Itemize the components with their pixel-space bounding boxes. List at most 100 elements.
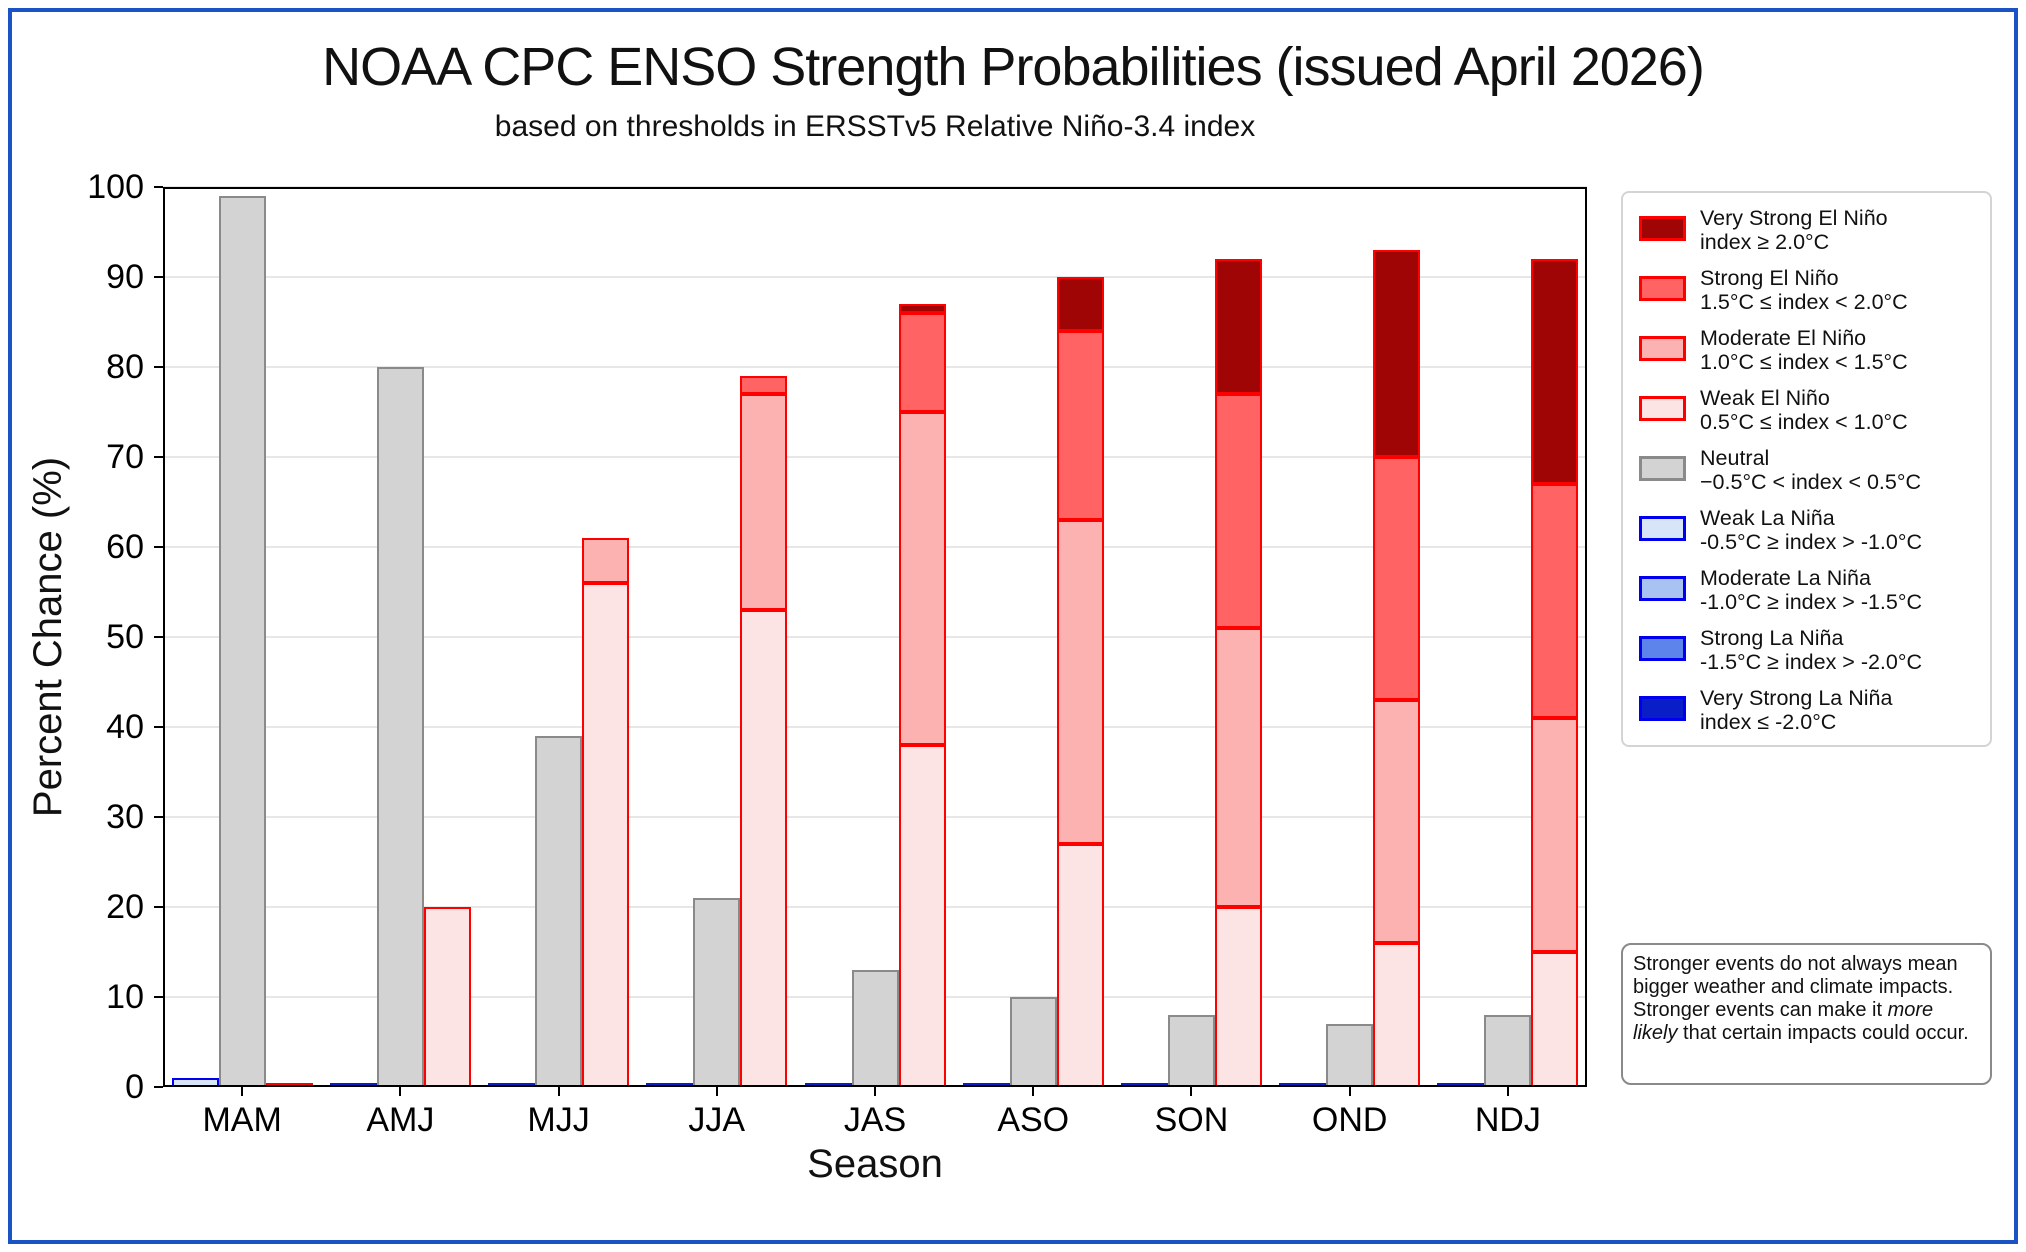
legend-label-7-range: -1.5°C ≥ index > -2.0°C xyxy=(1700,650,1922,674)
gridline xyxy=(163,816,1587,818)
x-tick-label-ASO: ASO xyxy=(997,1101,1070,1139)
bar-segment-neutral-OND xyxy=(1326,1024,1374,1087)
legend-swatch-4 xyxy=(1639,456,1686,481)
y-tick-label-100: 100 xyxy=(87,168,144,206)
gridline xyxy=(163,366,1587,368)
bar-segment-el_nino-NDJ xyxy=(1531,259,1579,484)
x-axis-label: Season xyxy=(807,1142,943,1186)
x-tick xyxy=(874,1087,876,1096)
x-tick-label-SON: SON xyxy=(1154,1101,1229,1139)
y-tick-label-90: 90 xyxy=(106,258,144,296)
y-tick-label-40: 40 xyxy=(106,708,144,746)
legend-label-8-name: Very Strong La Niña xyxy=(1700,686,1893,710)
bar-segment-neutral-MJJ xyxy=(535,736,583,1087)
legend-item-3: Weak El Niño 0.5°C ≤ index < 1.0°C xyxy=(1639,386,1984,434)
gridline xyxy=(163,456,1587,458)
zero-bar-la_nina-AMJ xyxy=(329,1083,377,1086)
x-tick xyxy=(715,1087,718,1096)
bar-segment-la_nina-MAM xyxy=(171,1078,219,1087)
y-tick xyxy=(154,906,163,908)
legend-label-6: Moderate La Niña -1.0°C ≥ index > -1.5°C xyxy=(1700,566,1922,614)
legend-label-0-name: Very Strong El Niño xyxy=(1700,206,1888,230)
y-tick xyxy=(154,276,163,278)
zero-bar-la_nina-MJJ xyxy=(488,1083,536,1086)
note-text-italic: more likely xyxy=(1633,999,1934,1044)
legend-label-4-name: Neutral xyxy=(1700,446,1770,470)
bar-segment-el_nino-JJA xyxy=(740,394,788,610)
bar-segment-el_nino-OND xyxy=(1373,250,1421,457)
x-tick xyxy=(1506,1087,1509,1096)
x-tick xyxy=(557,1087,560,1096)
bar-segment-el_nino-MJJ xyxy=(582,538,630,583)
zero-bar-el_nino-MAM xyxy=(265,1083,313,1086)
legend-swatch-1 xyxy=(1639,276,1686,301)
bar-segment-neutral-SON xyxy=(1167,1015,1215,1087)
legend-swatch-3 xyxy=(1639,396,1686,421)
legend: Very Strong El Niño index ≥ 2.0°C Strong E… xyxy=(1621,191,1992,747)
bar-segment-neutral-MAM xyxy=(218,196,266,1087)
legend-label-3-name: Weak El Niño xyxy=(1700,386,1830,410)
bar-segment-el_nino-AMJ xyxy=(423,907,471,1087)
plot-area xyxy=(163,186,1587,1087)
legend-swatch-6 xyxy=(1639,576,1686,601)
zero-bar-la_nina-OND xyxy=(1279,1083,1327,1086)
legend-label-4-range: −0.5°C < index < 0.5°C xyxy=(1700,470,1921,494)
y-tick-label-10: 10 xyxy=(106,978,144,1016)
legend-label-5-name: Weak La Niña xyxy=(1700,506,1835,530)
zero-bar-la_nina-SON xyxy=(1120,1083,1168,1086)
note-box: Stronger events do not always mean bigge… xyxy=(1621,943,1992,1085)
x-tick-label-JAS: JAS xyxy=(843,1101,907,1139)
bar-segment-el_nino-NDJ xyxy=(1531,484,1579,718)
y-tick-label-60: 60 xyxy=(106,528,144,566)
y-tick xyxy=(154,186,163,188)
x-tick-label-MAM: MAM xyxy=(202,1101,282,1139)
y-tick xyxy=(154,366,163,368)
gridline xyxy=(163,276,1587,278)
bar-segment-neutral-JJA xyxy=(693,898,741,1087)
bar-segment-el_nino-NDJ xyxy=(1531,718,1579,952)
bar-segment-el_nino-JAS xyxy=(898,412,946,745)
y-tick xyxy=(154,456,163,458)
legend-swatch-2 xyxy=(1639,336,1686,361)
legend-label-2: Moderate El Niño 1.0°C ≤ index < 1.5°C xyxy=(1700,326,1908,374)
legend-label-0: Very Strong El Niño index ≥ 2.0°C xyxy=(1700,206,1888,254)
zero-bar-la_nina-JAS xyxy=(804,1083,852,1086)
bar-segment-el_nino-ASO xyxy=(1056,844,1104,1087)
legend-label-6-name: Moderate La Niña xyxy=(1700,566,1871,590)
legend-label-1-name: Strong El Niño xyxy=(1700,266,1839,290)
bar-segment-el_nino-MJJ xyxy=(582,583,630,1087)
y-tick-label-30: 30 xyxy=(106,798,144,836)
legend-item-6: Moderate La Niña -1.0°C ≥ index > -1.5°C xyxy=(1639,566,1984,614)
bar-segment-el_nino-JAS xyxy=(898,304,946,313)
legend-item-1: Strong El Niño 1.5°C ≤ index < 2.0°C xyxy=(1639,266,1984,314)
bar-segment-el_nino-OND xyxy=(1373,700,1421,943)
legend-swatch-5 xyxy=(1639,516,1686,541)
legend-item-4: Neutral −0.5°C < index < 0.5°C xyxy=(1639,446,1984,494)
legend-swatch-8 xyxy=(1639,696,1686,721)
x-tick xyxy=(241,1087,244,1096)
bar-segment-el_nino-SON xyxy=(1214,259,1262,394)
legend-item-0: Very Strong El Niño index ≥ 2.0°C xyxy=(1639,206,1984,254)
legend-label-8: Very Strong La Niña index ≤ -2.0°C xyxy=(1700,686,1892,734)
legend-label-8-range: index ≤ -2.0°C xyxy=(1700,710,1837,734)
gridline xyxy=(163,186,1587,188)
legend-label-3: Weak El Niño 0.5°C ≤ index < 1.0°C xyxy=(1700,386,1908,434)
y-tick-label-50: 50 xyxy=(106,618,144,656)
x-tick xyxy=(1032,1087,1035,1096)
legend-label-1: Strong El Niño 1.5°C ≤ index < 2.0°C xyxy=(1700,266,1908,314)
x-tick-label-AMJ: AMJ xyxy=(366,1101,435,1139)
bar-segment-el_nino-JJA xyxy=(740,610,788,1087)
zero-bar-la_nina-ASO xyxy=(962,1083,1010,1086)
bar-segment-el_nino-JAS xyxy=(898,745,946,1087)
y-tick-label-70: 70 xyxy=(106,438,144,476)
legend-label-6-range: -1.0°C ≥ index > -1.5°C xyxy=(1700,590,1922,614)
y-tick xyxy=(154,726,163,728)
chart-subtitle: based on thresholds in ERSSTv5 Relative … xyxy=(494,110,1256,143)
bar-segment-neutral-AMJ xyxy=(376,367,424,1087)
note-text-2: that certain impacts could occur. xyxy=(1677,1022,1969,1044)
legend-item-2: Moderate El Niño 1.0°C ≤ index < 1.5°C xyxy=(1639,326,1984,374)
bar-segment-el_nino-NDJ xyxy=(1531,952,1579,1087)
legend-label-7: Strong La Niña -1.5°C ≥ index > -2.0°C xyxy=(1700,626,1922,674)
gridline xyxy=(163,546,1587,548)
